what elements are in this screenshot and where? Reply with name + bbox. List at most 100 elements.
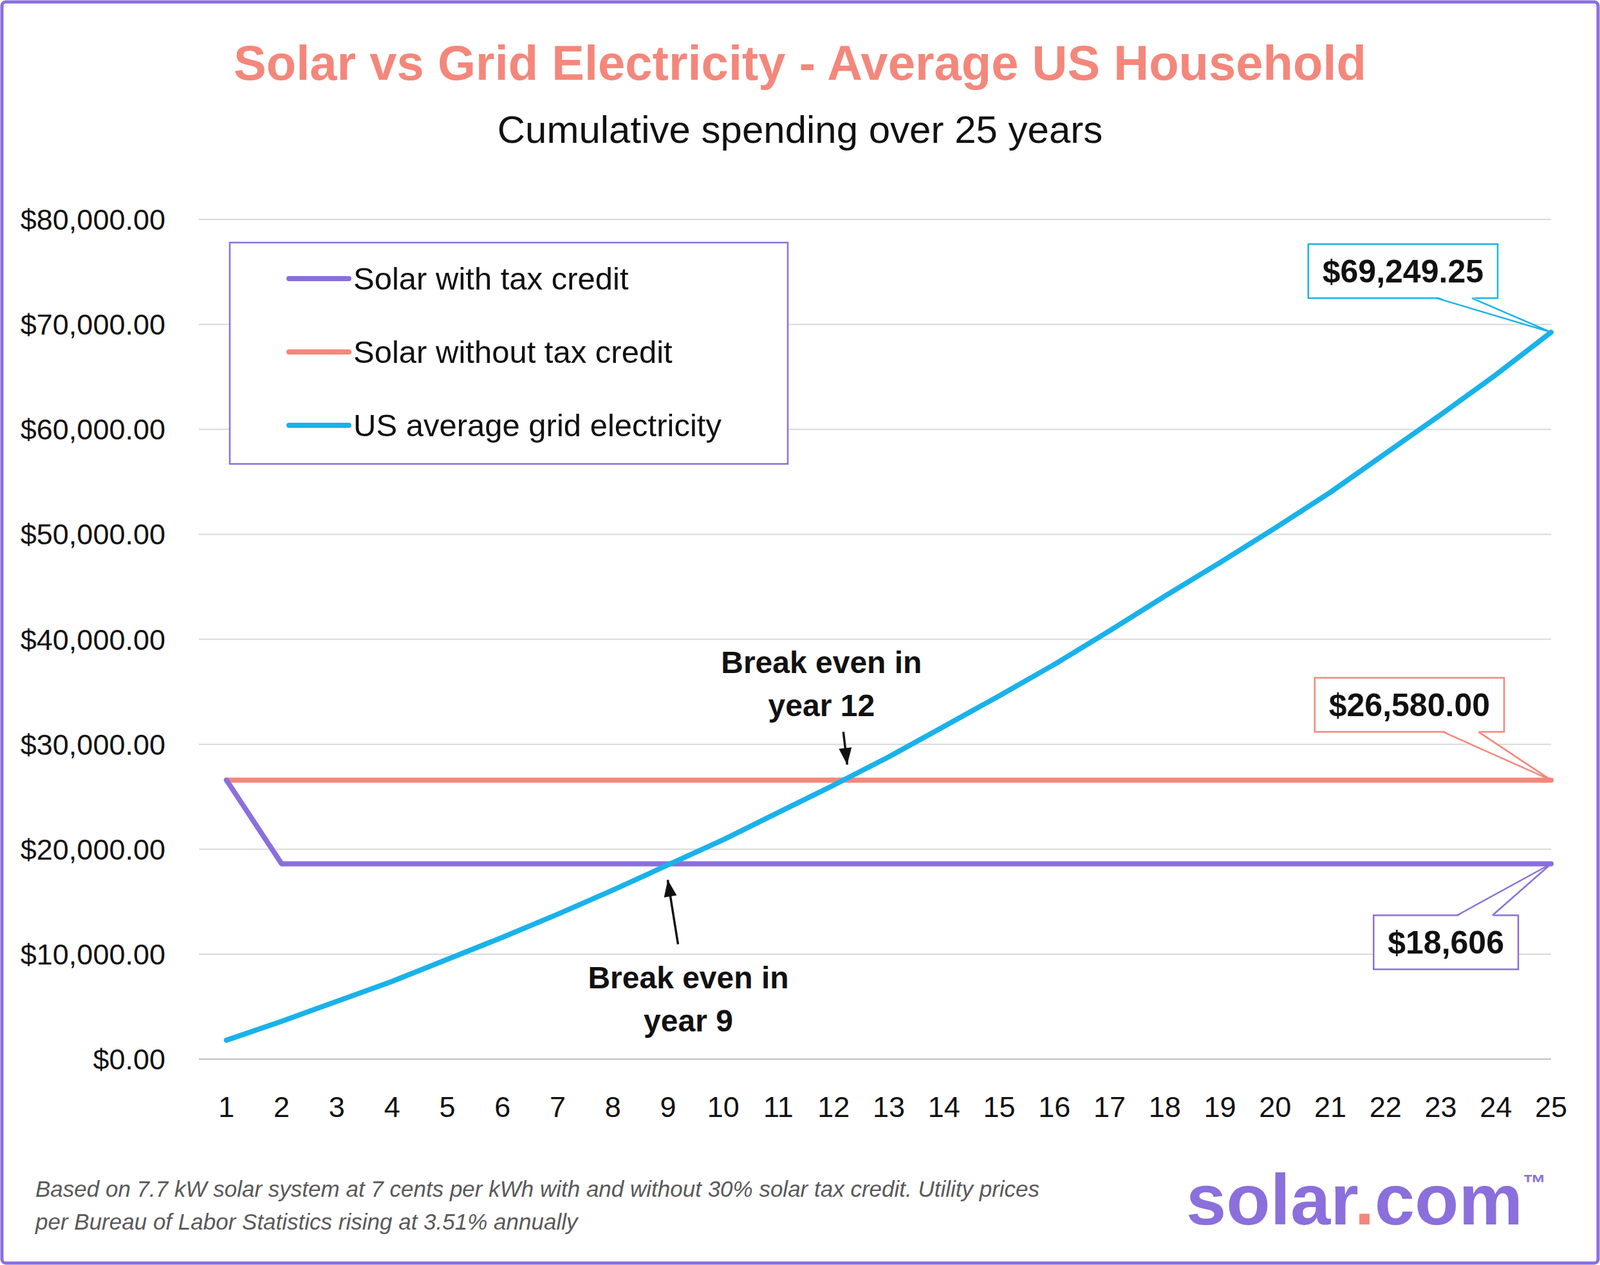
subtitle: Cumulative spending over 25 years: [497, 108, 1104, 152]
callout-box: [1314, 677, 1505, 732]
legend-label: Solar with tax credit: [353, 261, 629, 297]
grid-line: [198, 953, 1552, 956]
callout-tail-fill: [1457, 863, 1552, 917]
data-label: $26,580.00: [1329, 687, 1490, 724]
x-tick-label: 11: [763, 1090, 794, 1124]
legend-swatch: [288, 276, 349, 282]
grid-line: [198, 1058, 1552, 1061]
y-tick-label: $10,000.00: [20, 938, 166, 972]
x-tick-label: 6: [494, 1090, 511, 1124]
callout-box: [1308, 243, 1498, 298]
x-tick: [778, 1059, 779, 1064]
data-label: $18,606: [1387, 924, 1505, 961]
x-tick-label: 24: [1479, 1090, 1512, 1124]
y-tick-label: $20,000.00: [20, 833, 166, 867]
x-tick-label: 17: [1093, 1090, 1126, 1124]
x-tick: [391, 1059, 393, 1064]
y-tick-label: $70,000.00: [20, 308, 166, 342]
x-tick-label: 21: [1314, 1090, 1347, 1124]
x-tick: [1495, 1059, 1497, 1064]
series-line: [226, 332, 1552, 1041]
x-tick-label: 1: [218, 1090, 235, 1124]
x-tick: [225, 1059, 227, 1064]
annotation-text: year 12: [768, 688, 876, 723]
footnote: Based on 7.7 kW solar system at 7 cents …: [35, 1176, 1040, 1202]
x-tick: [667, 1059, 669, 1064]
grid-line: [198, 744, 1552, 746]
x-tick: [281, 1059, 282, 1064]
legend-swatch: [288, 349, 349, 355]
logo-part: .: [1354, 1159, 1375, 1241]
y-tick-label: $50,000.00: [20, 518, 166, 551]
x-tick-label: 13: [872, 1090, 905, 1124]
series-line: [226, 780, 1552, 864]
x-tick: [1108, 1059, 1110, 1064]
x-tick: [1385, 1059, 1386, 1064]
legend-box: [229, 242, 788, 465]
x-axis: [198, 1058, 1552, 1061]
x-tick: [1329, 1059, 1331, 1064]
x-tick-label: 19: [1203, 1090, 1236, 1124]
x-tick-label: 22: [1369, 1090, 1402, 1124]
x-tick: [888, 1059, 889, 1064]
x-tick: [1551, 1059, 1552, 1064]
legend-label: Solar without tax credit: [353, 334, 673, 370]
x-tick-label: 12: [817, 1090, 850, 1124]
x-tick-label: 7: [549, 1090, 566, 1124]
callout-tail-fill: [1436, 296, 1552, 333]
grid: [198, 219, 1552, 1060]
callout-box: [1373, 915, 1519, 970]
x-tick: [446, 1059, 448, 1064]
x-tick: [943, 1059, 945, 1064]
x-tick-label: 23: [1424, 1090, 1457, 1124]
x-tick-label: 2: [273, 1090, 290, 1124]
x-tick: [1274, 1059, 1276, 1064]
x-tick-label: 9: [659, 1090, 676, 1124]
annotation: Break even in year 9: [587, 879, 789, 1039]
series-group: [226, 332, 1552, 1041]
title: Solar vs Grid Electricity - Average US H…: [233, 35, 1367, 91]
value-callout: $26,580.00: [1314, 677, 1552, 781]
callout-tail-fill: [1442, 730, 1552, 781]
series-line: [226, 777, 1552, 783]
footnote: per Bureau of Labor Statistics rising at…: [34, 1209, 580, 1235]
chart: Solar vs Grid Electricity - Average US H…: [0, 0, 1600, 1265]
x-tick-label: 4: [384, 1090, 401, 1124]
x-tick-label: 5: [438, 1090, 456, 1124]
x-tick: [722, 1059, 724, 1064]
x-tick-label: 25: [1534, 1090, 1568, 1124]
annotation-arrowhead: [838, 747, 852, 765]
annotation: Break even inyear 12: [720, 645, 922, 765]
x-tick: [1164, 1059, 1165, 1064]
legend: Solar with tax credit Solar without tax c…: [229, 242, 788, 465]
x-tick-label: 8: [604, 1090, 622, 1124]
annotation-text: Break even in: [587, 960, 789, 996]
x-tick: [557, 1059, 559, 1064]
y-tick-label: $60,000.00: [20, 413, 166, 447]
x-tick: [1054, 1059, 1055, 1064]
x-tick-label: 16: [1038, 1090, 1071, 1124]
grid-line: [198, 639, 1552, 641]
x-tick-label: 18: [1148, 1090, 1182, 1124]
x-tick: [502, 1059, 503, 1064]
legend-swatch: [288, 422, 349, 428]
x-tick: [1440, 1059, 1442, 1064]
x-tick-label: 15: [982, 1090, 1015, 1124]
y-tick-label: $30,000.00: [20, 728, 166, 762]
frame: [1, 1, 1599, 1264]
grid-line: [198, 533, 1552, 535]
grid-line: [198, 218, 1552, 221]
callout-tail: [1457, 863, 1552, 916]
logo-part: solar: [1186, 1159, 1358, 1241]
annotation-arrowhead: [664, 879, 678, 898]
y-tick-label: $40,000.00: [20, 623, 166, 657]
y-tick-label: $80,000.00: [20, 203, 166, 237]
callout-tail: [1442, 731, 1552, 781]
x-tick: [1219, 1059, 1221, 1064]
x-tick-label: 10: [707, 1090, 740, 1124]
annotation-text: year 9: [643, 1004, 734, 1039]
grid-line: [198, 848, 1552, 851]
logo-part: ™: [1522, 1170, 1546, 1197]
y-tick-label: $0.00: [92, 1043, 166, 1077]
value-callout: $18,606: [1373, 863, 1552, 970]
